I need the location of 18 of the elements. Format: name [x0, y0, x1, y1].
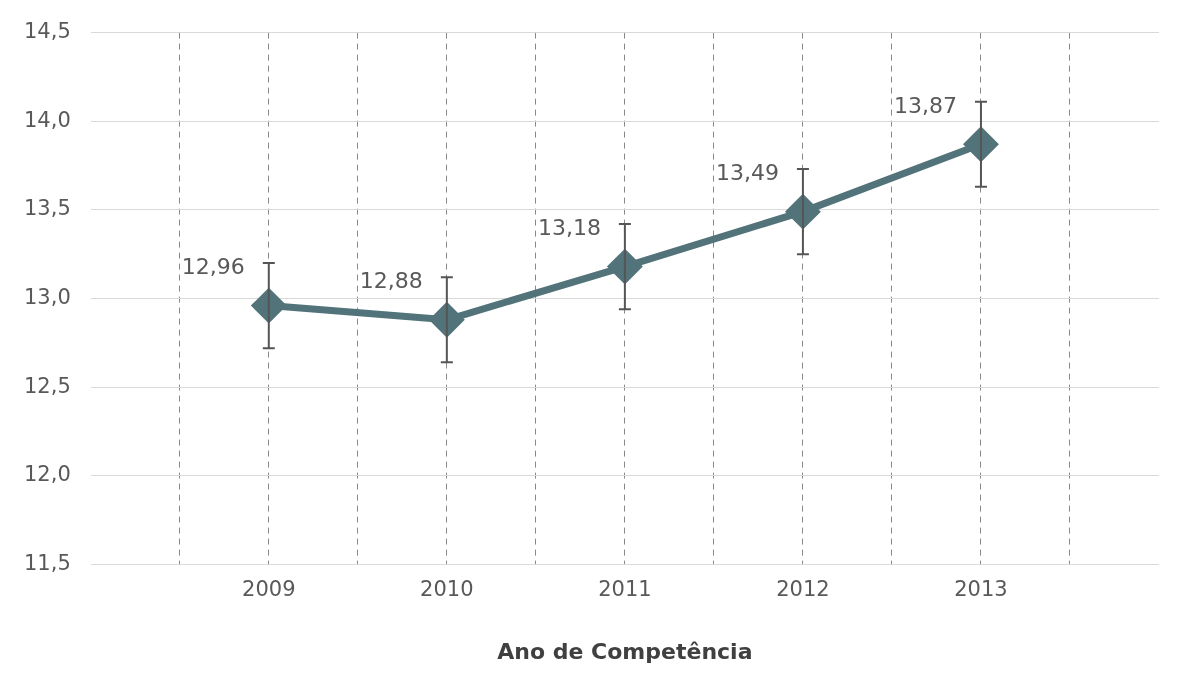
- x-tick-label: 2011: [598, 577, 652, 602]
- y-tick-label: 13,0: [23, 284, 71, 309]
- x-axis-title: Ano de Competência: [497, 638, 753, 664]
- y-tick-label: 14,5: [23, 19, 71, 44]
- data-label: 13,87: [893, 93, 957, 118]
- x-tick-label: 2013: [954, 577, 1008, 602]
- y-tick-label: 12,5: [23, 373, 71, 398]
- data-label: 13,49: [715, 160, 779, 186]
- x-tick-label: 2012: [776, 577, 830, 602]
- y-tick-label: 13,5: [23, 196, 71, 221]
- y-tick-label: 12,0: [23, 462, 71, 487]
- data-label: 12,96: [181, 254, 245, 280]
- y-tick-label: 14,0: [23, 107, 71, 132]
- data-label: 13,18: [537, 215, 601, 241]
- y-tick-label: 11,5: [23, 550, 71, 575]
- x-tick-label: 2010: [420, 577, 474, 602]
- x-tick-label: 2009: [242, 577, 296, 602]
- data-label: 12,88: [359, 268, 423, 294]
